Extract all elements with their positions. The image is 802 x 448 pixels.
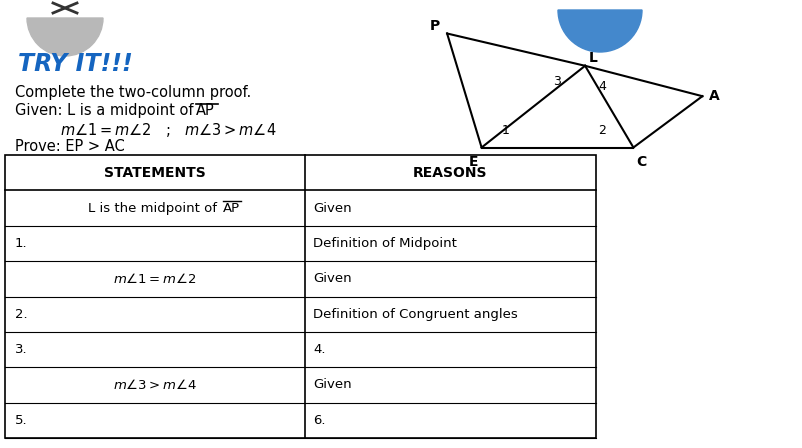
Wedge shape (27, 18, 103, 56)
Text: STATEMENTS: STATEMENTS (104, 166, 205, 180)
Text: 3.: 3. (15, 343, 27, 356)
Text: 4.: 4. (313, 343, 325, 356)
Text: 2: 2 (597, 124, 606, 137)
Text: REASONS: REASONS (413, 166, 487, 180)
Text: Complete the two-column proof.: Complete the two-column proof. (15, 85, 251, 100)
Text: $m\angle1 = m\angle2$: $m\angle1 = m\angle2$ (113, 272, 196, 286)
Text: L is the midpoint of: L is the midpoint of (88, 202, 221, 215)
Text: Given: L is a midpoint of: Given: L is a midpoint of (15, 103, 198, 118)
Text: Given: Given (313, 202, 351, 215)
Text: E: E (468, 155, 478, 168)
Text: Definition of Congruent angles: Definition of Congruent angles (313, 308, 517, 321)
Text: Given: Given (313, 272, 351, 285)
Text: AP: AP (196, 103, 214, 118)
Text: $m\angle3 > m\angle4$: $m\angle3 > m\angle4$ (113, 378, 196, 392)
Text: L: L (588, 51, 597, 65)
Wedge shape (557, 10, 642, 52)
Text: 2.: 2. (15, 308, 27, 321)
Text: 4: 4 (597, 80, 606, 93)
Bar (5, 155, 595, 438)
Text: Definition of Midpoint: Definition of Midpoint (313, 237, 456, 250)
Text: P: P (429, 18, 439, 33)
Text: 6.: 6. (313, 414, 325, 427)
Text: $m\angle1 = m\angle2$   ;   $m\angle3 > m\angle4$: $m\angle1 = m\angle2$ ; $m\angle3 > m\an… (60, 121, 276, 139)
Text: TRY IT!!!: TRY IT!!! (18, 52, 132, 76)
Text: 3: 3 (553, 74, 561, 87)
Text: 5.: 5. (15, 414, 27, 427)
Text: Given: Given (313, 379, 351, 392)
Text: A: A (708, 89, 719, 103)
Text: 1.: 1. (15, 237, 27, 250)
Text: AP: AP (223, 202, 240, 215)
Text: Prove: EP > AC: Prove: EP > AC (15, 139, 124, 154)
Text: 1: 1 (501, 124, 509, 137)
Text: C: C (635, 155, 646, 168)
